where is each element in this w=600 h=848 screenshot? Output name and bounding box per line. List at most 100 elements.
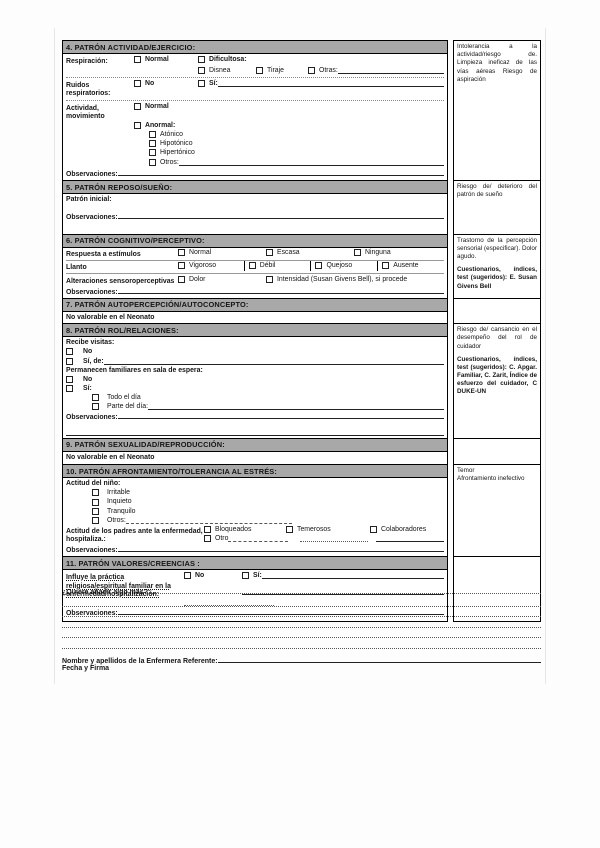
- free-text-line-4[interactable]: [62, 628, 541, 638]
- observaciones-field[interactable]: [117, 607, 444, 616]
- checkbox-parte-del-dia[interactable]: [92, 403, 99, 411]
- checkbox-familiares-no[interactable]: [66, 375, 73, 383]
- checkbox-ruidos-si[interactable]: [198, 80, 205, 88]
- option-label: Dificultosa:: [209, 56, 247, 63]
- option-label: Atónico: [160, 131, 183, 139]
- checkbox-irritable[interactable]: [92, 489, 99, 497]
- observaciones-label: Observaciones:: [66, 170, 118, 178]
- checkbox-actividad-anormal[interactable]: [134, 122, 141, 130]
- observaciones-field[interactable]: [117, 211, 444, 220]
- observaciones-label: Observaciones:: [66, 414, 118, 422]
- influye-si-field[interactable]: [261, 571, 444, 580]
- influye-si-field-2[interactable]: [242, 587, 444, 596]
- checkbox-actividad-otros[interactable]: [149, 158, 156, 166]
- option-label: Dolor: [189, 275, 206, 283]
- section-9: 9. PATRÓN SEXUALIDAD/REPRODUCCIÓN: No va…: [62, 437, 541, 466]
- checkbox-familiares-si[interactable]: [66, 384, 73, 392]
- checkbox-respuesta-normal[interactable]: [178, 249, 185, 257]
- checkbox-dolor[interactable]: [178, 275, 185, 283]
- checkbox-llanto-quejoso[interactable]: [315, 262, 323, 270]
- checkbox-llanto-ausente[interactable]: [382, 262, 390, 270]
- checkbox-inquieto[interactable]: [92, 498, 99, 506]
- observaciones-field[interactable]: [117, 286, 444, 295]
- checkbox-colaboradores[interactable]: [370, 525, 377, 533]
- section-11-title: 11. PATRÓN VALORES/CREENCIAS :: [63, 557, 447, 571]
- nurse-name-label: Nombre y apellidos de la Enfermera Refer…: [62, 657, 218, 665]
- checkbox-influye-no[interactable]: [184, 572, 191, 580]
- option-label: Sí, de:: [83, 357, 104, 365]
- section-4-diagnoses: Intolerancia a la actividad/riesgo de. L…: [453, 40, 541, 182]
- respuesta-estimulos-label: Respuesta a estímulos: [66, 251, 141, 259]
- checkbox-padres-otro[interactable]: [204, 534, 211, 542]
- checkbox-respuesta-escasa[interactable]: [266, 249, 273, 257]
- section-4-title: 4. PATRÓN ACTIVIDAD/EJERCICIO:: [63, 41, 447, 54]
- checkbox-respuesta-ninguna[interactable]: [354, 249, 361, 257]
- checkbox-respiracion-dificultosa[interactable]: [198, 56, 205, 64]
- section-7-title: 7. PATRÓN AUTOPERCEPCIÓN/AUTOCONCEPTO:: [63, 298, 447, 312]
- section-10-dx-2: Afrontamiento inefectivo: [457, 475, 525, 483]
- option-label: Sí:: [83, 384, 92, 392]
- observaciones-field[interactable]: [117, 168, 444, 176]
- option-label: No: [195, 572, 205, 580]
- observaciones-label: Observaciones:: [66, 214, 118, 222]
- option-label: Quejoso: [326, 262, 353, 270]
- nino-otros-field[interactable]: [125, 516, 292, 524]
- form-footer: ¿Quiere añadir algo más?: Nombre y apell…: [62, 585, 541, 672]
- respiracion-otras-field[interactable]: [337, 66, 444, 75]
- checkbox-atonico[interactable]: [149, 131, 156, 139]
- parte-del-dia-field[interactable]: [148, 402, 444, 411]
- option-label: Normal: [145, 103, 169, 111]
- checkbox-respiracion-otras[interactable]: [308, 67, 315, 75]
- option-label: Inquieto: [107, 498, 132, 506]
- checkbox-visitas-no[interactable]: [66, 348, 73, 356]
- checkbox-hipotonico[interactable]: [149, 140, 156, 148]
- section-9-title: 9. PATRÓN SEXUALIDAD/REPRODUCCIÓN:: [63, 438, 447, 452]
- checkbox-llanto-vigoroso[interactable]: [178, 262, 185, 270]
- llanto-label: Llanto: [66, 264, 87, 272]
- option-label: Ausente: [393, 262, 419, 270]
- alteraciones-label: Alteraciones sensoroperceptivas: [66, 277, 175, 285]
- section-10: 10. PATRÓN AFRONTAMIENTO/TOLERANCIA AL E…: [62, 464, 541, 558]
- observaciones-field[interactable]: [117, 544, 444, 552]
- section-7-diagnoses: [453, 297, 541, 325]
- scan-page-left-edge: [54, 28, 55, 684]
- checkbox-temerosos[interactable]: [286, 525, 293, 533]
- actividad-label: Actividad, movimiento: [66, 105, 105, 121]
- padres-otro-dots[interactable]: [300, 534, 369, 542]
- visitas-si-de-field[interactable]: [103, 357, 444, 365]
- checkbox-llanto-debil[interactable]: [248, 262, 256, 270]
- checkbox-todo-el-dia[interactable]: [92, 393, 99, 401]
- checkbox-tiraje[interactable]: [256, 67, 263, 75]
- scan-page-right-edge: [545, 28, 546, 684]
- checkbox-visitas-si[interactable]: [66, 357, 73, 365]
- free-text-line-2[interactable]: [62, 607, 541, 617]
- actividad-otros-field[interactable]: [178, 158, 444, 166]
- checkbox-ruidos-no[interactable]: [134, 80, 141, 88]
- checkbox-nino-otros[interactable]: [92, 516, 99, 524]
- option-label: No: [145, 80, 155, 88]
- section-8-diagnoses: Riesgo de/ cansancio en el desempeño del…: [453, 323, 541, 440]
- checkbox-influye-si[interactable]: [242, 572, 249, 580]
- padres-otro-field-2[interactable]: [376, 534, 444, 542]
- checkbox-respiracion-normal[interactable]: [134, 56, 141, 64]
- checkbox-disnea[interactable]: [198, 67, 205, 75]
- ruidos-si-field[interactable]: [217, 79, 444, 88]
- add-more-line[interactable]: [150, 585, 541, 594]
- checkbox-hipertonico[interactable]: [149, 149, 156, 157]
- checkbox-actividad-normal[interactable]: [134, 103, 141, 111]
- observaciones-field-2[interactable]: [66, 428, 444, 437]
- option-label: Débil: [259, 262, 276, 270]
- nurse-name-field[interactable]: [217, 655, 541, 663]
- free-text-line-3[interactable]: [62, 617, 541, 628]
- checkbox-tranquilo[interactable]: [92, 507, 99, 515]
- section-11-diagnoses: [453, 556, 541, 622]
- option-label: Parte del día:: [107, 403, 148, 411]
- checkbox-intensidad[interactable]: [266, 275, 273, 283]
- checkbox-bloqueados[interactable]: [204, 525, 211, 533]
- padres-otro-field[interactable]: [228, 534, 289, 542]
- free-text-line-5[interactable]: [62, 638, 541, 649]
- observaciones-field[interactable]: [117, 411, 444, 420]
- option-label: Colaboradores: [381, 525, 427, 533]
- free-text-line-1[interactable]: [62, 596, 541, 607]
- section-10-dx-1: Temor: [457, 467, 475, 475]
